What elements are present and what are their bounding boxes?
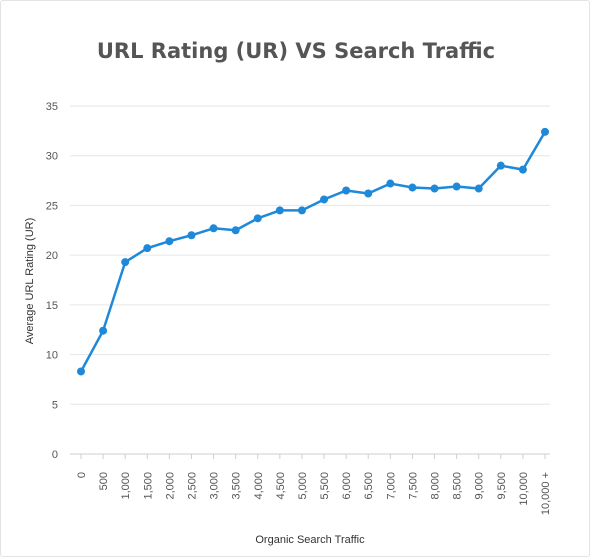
x-tick-label: 0 — [76, 472, 88, 478]
data-point — [297, 206, 306, 215]
chart-title: URL Rating (UR) VS Search Traffic — [96, 39, 496, 63]
data-point — [121, 258, 130, 267]
x-tick-label: 7,500 — [407, 472, 419, 500]
series-line — [79, 131, 547, 373]
x-axis-label: Organic Search Traffic — [255, 534, 365, 546]
x-tick-label: 1,500 — [142, 472, 154, 500]
x-tick-label: 9,500 — [496, 472, 508, 500]
x-tick-label: 4,000 — [253, 472, 265, 500]
data-point — [430, 184, 439, 193]
data-point — [143, 244, 152, 253]
x-tick-label: 1,000 — [120, 472, 132, 500]
x-tick-label: 4,500 — [275, 472, 287, 500]
x-tick-label: 3,500 — [231, 472, 243, 500]
data-point — [386, 179, 395, 188]
data-points — [77, 127, 549, 376]
y-tick-label: 10 — [46, 350, 58, 362]
data-point — [209, 224, 218, 233]
x-tick-label: 10,000 — [518, 472, 530, 506]
x-tick-label: 500 — [98, 472, 110, 490]
data-point — [452, 182, 461, 191]
x-tick-label: 5,500 — [319, 472, 331, 500]
x-tick-label: 10,000 + — [540, 472, 552, 515]
x-tick-label: 2,000 — [164, 472, 176, 500]
data-point — [364, 189, 373, 198]
data-point — [342, 186, 351, 195]
data-point — [275, 206, 284, 215]
x-tick-label: 7,000 — [385, 472, 397, 500]
x-tick-label: 5,000 — [297, 472, 309, 500]
data-point — [474, 184, 483, 193]
y-axis-ticks: 0 5 10 15 20 25 30 35 — [46, 101, 58, 461]
data-point — [165, 237, 174, 246]
x-tick-label: 3,000 — [209, 472, 221, 500]
x-tick-label: 9,000 — [474, 472, 486, 500]
y-tick-label: 25 — [46, 200, 58, 212]
data-point — [320, 195, 329, 204]
x-tick-label: 6,500 — [363, 472, 375, 500]
data-point — [99, 326, 108, 335]
x-axis-ticks: 0 500 1,000 1,500 2,000 2,500 3,000 3,500 4,000 4… — [76, 454, 552, 515]
y-tick-label: 5 — [52, 399, 58, 411]
y-tick-label: 20 — [46, 250, 58, 262]
data-point — [77, 367, 85, 376]
data-point — [408, 183, 417, 192]
data-point — [253, 214, 262, 223]
data-point — [518, 165, 527, 174]
x-tick-label: 2,500 — [186, 472, 198, 500]
y-tick-label: 15 — [46, 300, 58, 312]
data-point — [496, 161, 505, 170]
y-tick-label: 0 — [52, 449, 58, 461]
x-tick-label: 6,000 — [341, 472, 353, 500]
data-point — [541, 127, 549, 136]
gridlines — [70, 105, 550, 455]
x-tick-label: 8,500 — [452, 472, 464, 500]
y-tick-label: 35 — [46, 101, 58, 113]
x-tick-label: 8,000 — [430, 472, 442, 500]
data-point — [187, 231, 196, 240]
data-point — [231, 226, 240, 235]
y-tick-label: 30 — [46, 151, 58, 163]
y-axis-label: Average URL Rating (UR) — [24, 218, 36, 345]
